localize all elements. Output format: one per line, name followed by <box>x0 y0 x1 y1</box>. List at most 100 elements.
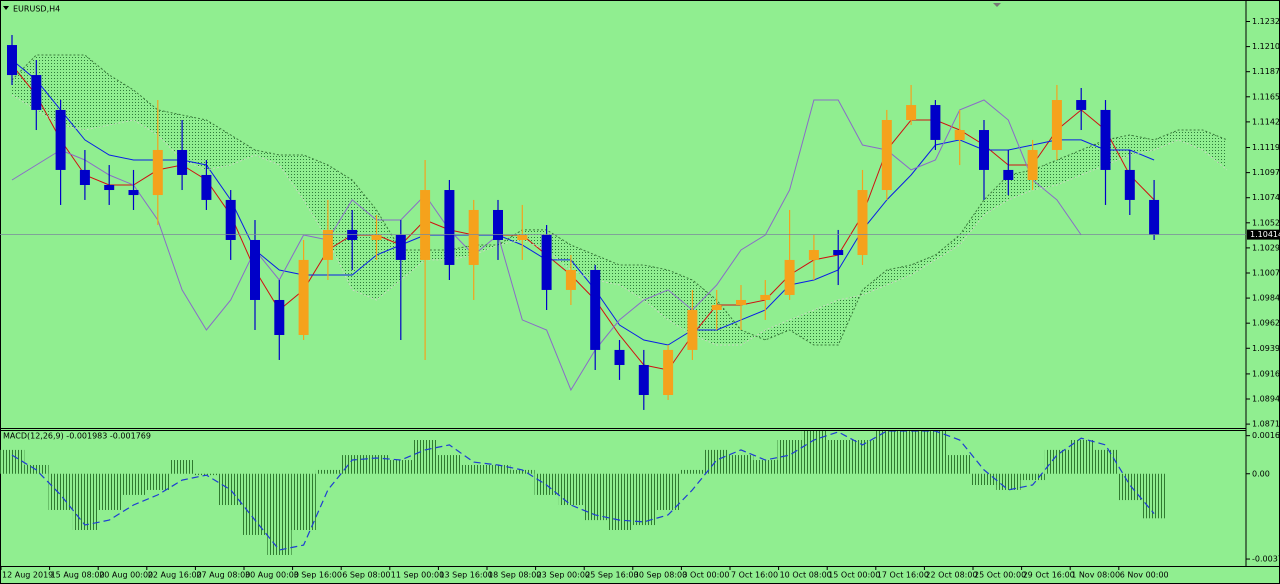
candle-body <box>808 250 819 260</box>
macd-bar <box>48 473 73 510</box>
candle-body <box>1100 109 1111 170</box>
macd-bar <box>170 460 195 474</box>
candle-body <box>152 149 163 196</box>
x-tick-label: 11 Sep 00:00 <box>391 571 444 580</box>
macd-bar <box>1069 440 1094 474</box>
candle-body <box>930 105 941 140</box>
macd-bar <box>1044 449 1070 474</box>
candle-body <box>857 190 868 256</box>
x-tick-label: 25 Oct 00:00 <box>974 571 1026 580</box>
macd-bar <box>534 473 559 495</box>
candle-body <box>128 190 139 196</box>
candle-body <box>760 294 771 300</box>
macd-bar <box>315 469 341 474</box>
indicator-line <box>11 94 1228 346</box>
current-price-label: 1.10414 <box>1250 230 1280 239</box>
x-tick-label: 25 Sep 16:00 <box>585 571 638 580</box>
macd-bar <box>753 460 778 474</box>
candle-body <box>201 174 212 200</box>
candle-body <box>565 269 576 290</box>
candle-body <box>979 130 989 170</box>
y-tick-label: 1.08715 <box>1252 420 1280 429</box>
candle-body <box>1076 100 1087 110</box>
macd-bar <box>1093 449 1118 474</box>
macd-bar <box>72 473 98 530</box>
y-tick-label: 1.09395 <box>1252 344 1280 353</box>
candle-body <box>906 105 917 120</box>
x-tick-label: 23 Sep 00:00 <box>537 571 590 580</box>
chart-title: EURUSD,H4 <box>13 5 60 14</box>
indicator-title: MACD(12,26,9) -0.001983 -0.001769 <box>3 432 151 441</box>
y-tick-label: 1.11875 <box>1252 67 1280 76</box>
candle-body <box>274 299 285 335</box>
candle-body <box>736 299 746 305</box>
x-tick-label: 30 Sep 08:00 <box>634 571 687 580</box>
macd-bar <box>1142 473 1167 519</box>
candle-body <box>493 209 503 240</box>
macd-bar <box>680 469 705 474</box>
y-tick-label: 1.11425 <box>1252 117 1280 126</box>
macd-bar <box>850 440 875 474</box>
candle-body <box>663 349 674 395</box>
ichimoku-cloud <box>12 55 1227 345</box>
x-tick-label: 6 Sep 08:00 <box>342 571 390 580</box>
indicator-line <box>11 54 1228 346</box>
y-tick-label: 1.12325 <box>1252 17 1280 26</box>
candle-body <box>541 234 552 290</box>
y-tick-label: 1.09620 <box>1252 319 1280 328</box>
candle-body <box>687 310 698 350</box>
candle-body <box>1027 149 1038 180</box>
x-tick-label: 22 Oct 08:00 <box>925 571 977 580</box>
x-tick-label: 13 Sep 16:00 <box>439 571 492 580</box>
candle-body <box>954 130 965 140</box>
candle-body <box>711 304 722 311</box>
x-tick-label: 22 Aug 16:00 <box>148 571 202 580</box>
x-tick-label: 1 Nov 08:00 <box>1071 571 1120 580</box>
y-tick-label: 1.08940 <box>1252 395 1280 404</box>
candle-body <box>590 269 601 350</box>
x-tick-label: 30 Aug 00:00 <box>245 571 299 580</box>
x-tick-label: 29 Oct 16:00 <box>1023 571 1075 580</box>
macd-bar <box>388 460 414 474</box>
macd-bar <box>1117 473 1143 501</box>
indicator-line <box>11 64 1155 371</box>
x-tick-label: 18 Sep 08:00 <box>488 571 541 580</box>
macd-bar <box>413 440 438 474</box>
candle-body <box>7 45 17 76</box>
y-tick-label: 0.001692 <box>1252 431 1280 440</box>
macd-bar <box>874 431 900 474</box>
macd-bar <box>243 473 268 535</box>
macd-bar <box>558 473 584 506</box>
macd-bar <box>631 473 657 526</box>
x-tick-label: 6 Nov 00:00 <box>1120 571 1169 580</box>
macd-bar <box>340 455 365 474</box>
candle-body <box>250 239 260 300</box>
menu-triangle <box>3 6 9 10</box>
macd-bar <box>826 440 851 474</box>
macd-bar <box>364 455 389 474</box>
candle-body <box>31 75 42 110</box>
x-tick-label: 15 Aug 08:00 <box>51 571 105 580</box>
macd-bar <box>267 473 292 555</box>
candle-body <box>468 209 479 265</box>
y-tick-label: 0.00 <box>1252 469 1270 478</box>
macd-bar <box>145 473 171 490</box>
x-tick-label: 10 Oct 08:00 <box>780 571 832 580</box>
x-tick-label: 7 Oct 16:00 <box>731 571 778 580</box>
y-tick-label: 1.09845 <box>1252 294 1280 303</box>
macd-bar <box>0 449 25 474</box>
macd-bar <box>121 473 146 495</box>
y-tick-label: 1.09165 <box>1252 369 1280 378</box>
candle-body <box>371 234 382 240</box>
macd-bar <box>899 431 924 474</box>
candle-body <box>444 190 455 265</box>
macd-bar <box>510 469 535 474</box>
y-tick-label: 1.11195 <box>1252 143 1280 152</box>
x-tick-label: 27 Aug 08:00 <box>196 571 250 580</box>
candle-body <box>177 149 188 175</box>
macd-bar <box>947 455 972 474</box>
current-price-box <box>1247 229 1280 240</box>
